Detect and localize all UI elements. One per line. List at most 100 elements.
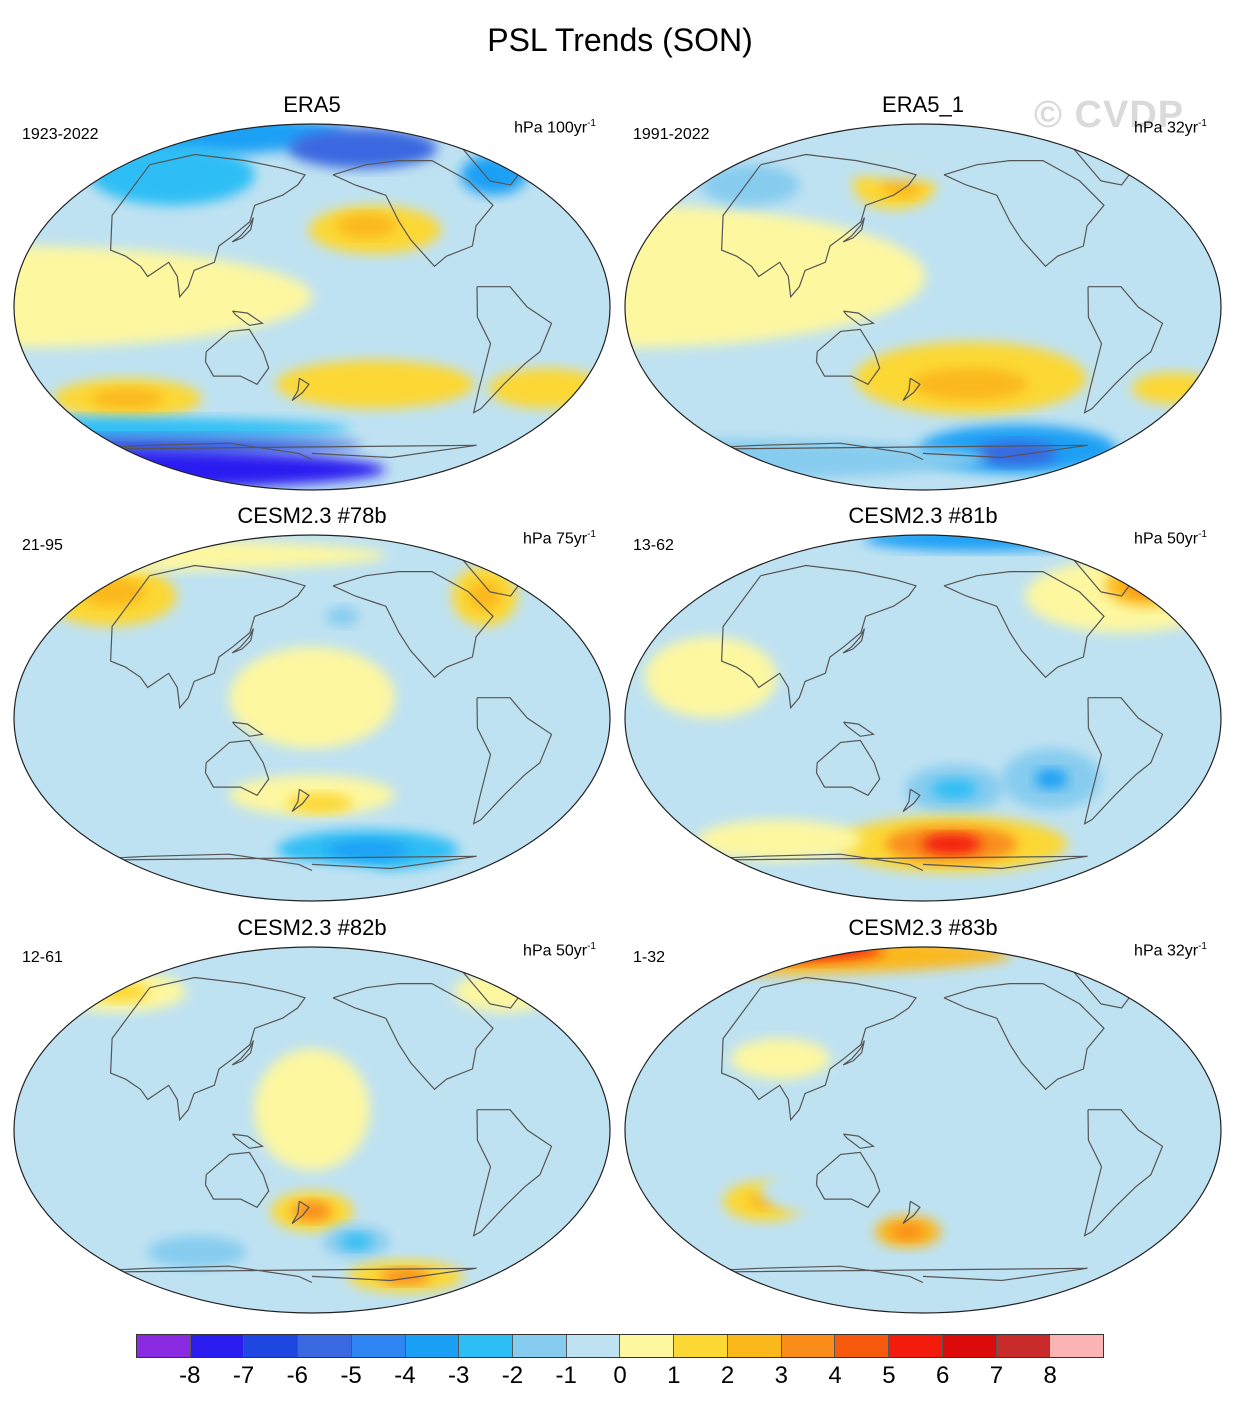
coastline <box>720 976 917 1122</box>
colorbar-swatch <box>996 1335 1051 1357</box>
coastline <box>902 377 921 401</box>
panel-units: hPa 32yr-1 <box>1134 118 1207 137</box>
coastline <box>943 159 1105 268</box>
colorbar-tick-label: 8 <box>1043 1362 1057 1389</box>
colorbar-tick-label: -5 <box>340 1362 362 1389</box>
map-field <box>624 534 1222 902</box>
trend-anomaly-region <box>341 1233 372 1250</box>
trend-anomaly-region <box>644 636 777 718</box>
panel-units-text: hPa 100yr <box>514 119 588 137</box>
coastline <box>720 153 917 299</box>
trend-anomaly-region <box>147 1235 247 1269</box>
colorbar-tick-label: 6 <box>935 1362 950 1389</box>
map-field <box>624 123 1222 491</box>
map-field <box>624 946 1222 1314</box>
colorbar-swatch <box>190 1335 245 1357</box>
panel-period: 12-61 <box>22 949 63 966</box>
cvdp-watermark: © CVDP <box>1034 94 1185 136</box>
panel-units: hPa 50yr-1 <box>1134 529 1207 548</box>
trend-anomaly-region <box>468 581 502 611</box>
map-border <box>13 946 611 1314</box>
coastline <box>843 310 875 326</box>
panel-units-text: hPa 50yr <box>523 942 588 960</box>
colorbar-tick-label: 5 <box>882 1362 896 1389</box>
trend-anomaly-region <box>229 646 395 749</box>
coastline <box>204 1151 270 1209</box>
colorbar-tick-label: 3 <box>774 1362 789 1389</box>
colorbar-swatch <box>727 1335 782 1357</box>
colorbar-tick-label: 1 <box>667 1362 681 1389</box>
coastline <box>843 1133 875 1149</box>
map-panel-cesm-81b: CESM2.3 #81b 13-62 hPa 50yr-1 <box>617 503 1229 902</box>
panel-units-exponent: -1 <box>587 118 596 129</box>
trend-anomaly-region <box>921 833 982 855</box>
colorbar-swatch <box>1050 1335 1103 1357</box>
coastline <box>842 217 865 243</box>
map-border <box>13 123 611 491</box>
map-border <box>13 534 611 902</box>
colorbar-swatch <box>137 1335 191 1357</box>
map-field <box>13 123 611 491</box>
colorbar-swatch <box>513 1335 567 1357</box>
map-field <box>13 946 611 1314</box>
trend-anomaly-region <box>89 144 255 206</box>
coastline <box>815 739 881 797</box>
colorbar-tick-label: -3 <box>447 1362 470 1389</box>
colorbar-swatch <box>835 1335 890 1357</box>
colorbar-tick-label: -4 <box>394 1362 416 1389</box>
coastline <box>842 1040 865 1066</box>
coastline <box>291 788 310 812</box>
trend-anomaly-region <box>700 164 800 206</box>
map-border <box>624 123 1222 491</box>
coastline <box>720 564 917 710</box>
panel-period: 1923-2022 <box>22 126 99 143</box>
panel-units-exponent: -1 <box>1198 941 1207 952</box>
coastline <box>231 217 254 243</box>
colorbar-tick-label: -8 <box>179 1362 201 1389</box>
chart-title: PSL Trends (SON) <box>487 22 753 58</box>
trend-anomaly-region <box>1105 565 1189 607</box>
coastline <box>815 1151 881 1209</box>
trend-anomaly-region <box>513 967 554 988</box>
panel-units: hPa 75yr-1 <box>523 529 596 548</box>
colorbar-tick-label: -7 <box>232 1362 255 1389</box>
trend-anomaly-region <box>488 368 605 409</box>
colorbar-tick-label: 0 <box>613 1362 627 1389</box>
panel-units-exponent: -1 <box>1198 118 1207 129</box>
trend-anomaly-region <box>454 971 554 1013</box>
colorbar-swatch <box>674 1335 728 1357</box>
coastline <box>1083 1109 1164 1237</box>
coastline <box>109 564 306 710</box>
colorbar-tick-label: 2 <box>720 1362 735 1389</box>
coastline <box>332 159 494 268</box>
panel-units-text: hPa 32yr <box>1134 942 1199 960</box>
trend-anomaly-region <box>931 779 978 800</box>
colorbar-tick-label: 4 <box>828 1362 842 1389</box>
coastline <box>231 1040 254 1066</box>
coastline <box>291 377 310 401</box>
trend-anomaly-region <box>190 225 274 267</box>
trend-anomaly-region <box>254 1048 370 1171</box>
colorbar-swatch <box>620 1335 675 1357</box>
trend-anomaly-region <box>974 441 1058 466</box>
map-panel-cesm-83b: CESM2.3 #83b 1-32 hPa 32yr-1 <box>617 915 1229 1314</box>
colorbar-swatch <box>298 1335 352 1357</box>
panel-title: ERA5_1 <box>882 92 964 117</box>
panel-title: CESM2.3 #78b <box>237 503 387 528</box>
coastline <box>943 570 1105 679</box>
panel-units-text: hPa 75yr <box>523 530 588 548</box>
colorbar-tick-label: -2 <box>501 1362 524 1389</box>
panel-units-exponent: -1 <box>587 941 596 952</box>
coastline <box>291 1200 310 1224</box>
colorbar-tick-label: -1 <box>555 1362 577 1389</box>
coastline <box>109 153 306 299</box>
trend-anomaly-region <box>730 1038 830 1080</box>
trend-anomaly-region <box>891 1223 925 1240</box>
coastline <box>902 1200 921 1224</box>
panel-period: 1991-2022 <box>633 126 710 143</box>
trend-anomaly-region <box>912 368 1029 401</box>
panel-title: CESM2.3 #83b <box>848 915 998 940</box>
map-border <box>624 946 1222 1314</box>
colorbar-swatch <box>566 1335 621 1357</box>
coastline <box>232 721 264 737</box>
